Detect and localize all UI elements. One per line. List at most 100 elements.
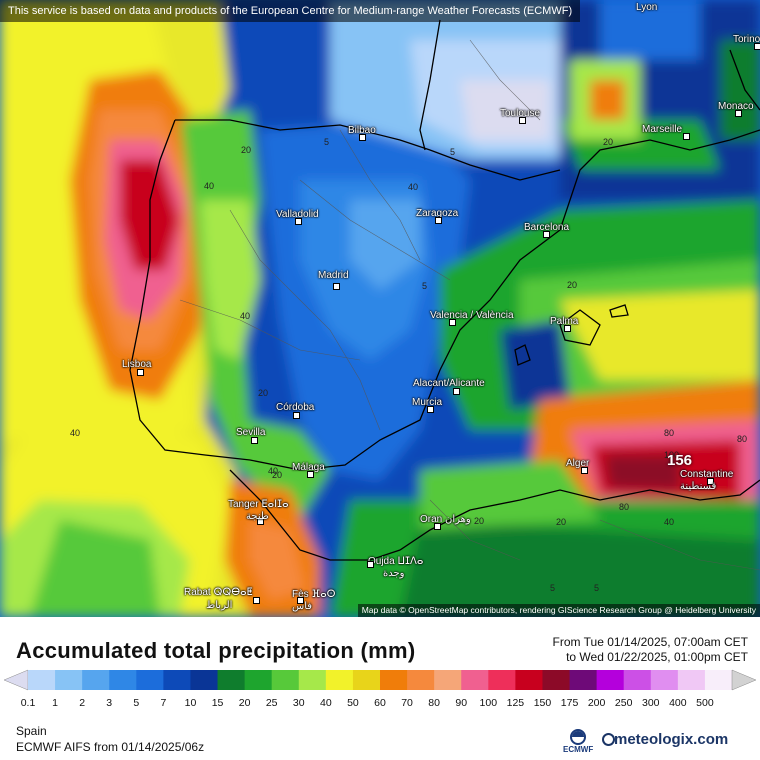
contour-label: 40: [268, 466, 279, 476]
scale-tick-label: 30: [292, 697, 305, 709]
city-marker: [519, 117, 526, 124]
city-label: Málaga: [292, 462, 325, 473]
scale-tick-label: 1: [52, 697, 58, 709]
city-label: Monaco: [718, 101, 754, 112]
coastlines: [129, 19, 760, 561]
scale-swatch: [407, 670, 435, 690]
scale-swatch: [623, 670, 652, 690]
contour-label: 5: [550, 583, 556, 593]
city-label: طنجة: [246, 511, 269, 522]
meteologix-link[interactable]: meteologix.com: [614, 731, 729, 748]
scale-tick-label: 300: [642, 697, 660, 709]
contour-label: 80: [619, 502, 630, 512]
scale-tick-label: 0.1: [20, 697, 36, 709]
city-label: Lyon: [636, 2, 658, 13]
city-label: Oran وهران: [420, 514, 471, 525]
city-marker: [707, 478, 714, 485]
city-marker: [295, 218, 302, 225]
scale-tick-label: 25: [265, 697, 278, 709]
city-marker: [434, 523, 441, 530]
city-label: Lisboa: [122, 359, 152, 370]
color-scale-ticks: 0.1 1 2 3 5 7 10 15 20 25 30 40 50 60 70 80 90 100 125 150 1…: [0, 697, 760, 711]
scale-swatch: [190, 670, 219, 690]
city-label: Bilbao: [348, 125, 376, 136]
scale-tick-label: 5: [133, 697, 140, 709]
scale-tick-label: 60: [374, 697, 386, 709]
contour-label: 40: [204, 181, 215, 191]
city-label: Sevilla: [236, 427, 266, 438]
map-attribution: Map data © OpenStreetMap contributors, r…: [357, 604, 760, 617]
city-label: Valladolid: [276, 209, 319, 220]
scale-swatch: [515, 670, 543, 690]
scale-tick-label: 90: [455, 697, 468, 709]
city-marker: [735, 110, 742, 117]
scale-tick-label: 150: [533, 697, 552, 709]
scale-swatch: [596, 670, 625, 690]
map-title: Accumulated total precipitation (mm): [16, 638, 416, 663]
city-label: Zaragoza: [416, 208, 459, 219]
region-label: Spain: [16, 724, 47, 738]
contour-label: 5: [324, 137, 330, 147]
city-label: Fès ⴼⴰⵙ: [292, 589, 336, 600]
scale-arrow-low: [4, 669, 29, 691]
contour-label: 40: [408, 182, 419, 192]
color-scale-bar: [4, 669, 756, 691]
city-marker: [359, 134, 366, 141]
scale-swatch: [298, 670, 327, 690]
scale-swatch: [461, 670, 489, 690]
scale-swatch: [244, 670, 273, 690]
city-marker: [253, 597, 260, 604]
scale-tick-label: 100: [479, 697, 498, 709]
scale-tick-label: 40: [320, 697, 332, 709]
contour-label: 20: [241, 145, 252, 155]
city-label: فاس: [292, 601, 313, 612]
city-label: Toulouse: [500, 108, 541, 119]
city-marker: [683, 133, 690, 140]
precipitation-field: [0, 0, 760, 617]
scale-swatch: [542, 670, 571, 690]
city-marker: [137, 369, 144, 376]
scale-swatch: [352, 670, 381, 690]
scale-tick-label: 80: [428, 697, 440, 709]
contour-label: 5: [450, 147, 456, 157]
scale-swatch: [434, 670, 462, 690]
scale-swatch: [109, 670, 137, 690]
scale-tick-label: 10: [184, 697, 197, 709]
meteologix-logo-icon[interactable]: [602, 733, 615, 746]
precipitation-map: This service is based on data and produc…: [0, 0, 760, 617]
city-marker: [543, 231, 550, 238]
contour-label: 20: [556, 517, 567, 527]
city-label: Barcelona: [524, 222, 570, 233]
contour-label: 40: [70, 428, 81, 438]
city-label: Murcia: [412, 397, 443, 408]
city-marker: [449, 319, 456, 326]
contour-label: 40: [664, 517, 675, 527]
contour-label: 5: [422, 281, 428, 291]
city-label: Palma: [550, 316, 579, 327]
model-run-label: ECMWF AIFS from 01/14/2025/06z: [16, 740, 205, 754]
scale-swatch: [163, 670, 191, 690]
scale-tick-label: 250: [614, 697, 633, 709]
city-marker: [581, 467, 588, 474]
city-label: Alacant/Alicante: [413, 378, 485, 389]
contour-label: 20: [258, 388, 269, 398]
scale-swatch: [136, 670, 164, 690]
scale-tick-label: 400: [669, 697, 687, 709]
scale-tick-label: 125: [506, 697, 525, 709]
scale-tick-label: 500: [696, 697, 714, 709]
city-label: الرباط: [206, 600, 233, 611]
contour-label: 5: [594, 583, 600, 593]
city-label: Torino: [733, 34, 760, 45]
scale-tick-label: 20: [238, 697, 251, 709]
scale-tick-label: 175: [560, 697, 579, 709]
contour-label: 40: [240, 311, 251, 321]
city-label: Alger: [566, 458, 590, 469]
scale-swatch: [569, 670, 598, 690]
ecmwf-logo-text: ECMWF: [563, 745, 594, 754]
scale-swatch: [677, 670, 706, 690]
scale-swatch: [380, 670, 408, 690]
scale-tick-label: 3: [106, 697, 113, 709]
city-marker: [257, 518, 264, 525]
city-label: Marseille: [642, 124, 683, 135]
scale-swatch: [488, 670, 516, 690]
